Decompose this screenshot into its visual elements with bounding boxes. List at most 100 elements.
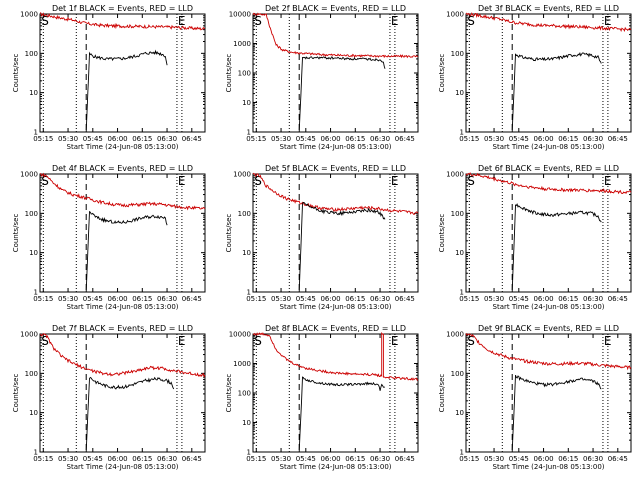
start-marker-label: S [254, 14, 262, 28]
x-tick-label: 05:45 [296, 135, 316, 143]
end-marker-label: E [604, 14, 612, 28]
y-tick-label: 1000 [233, 360, 251, 368]
y-tick-label: 1 [247, 449, 251, 457]
x-tick-label: 05:45 [83, 295, 103, 303]
x-tick-label: 06:00 [320, 455, 340, 463]
y-tick-label: 100 [451, 370, 464, 378]
x-tick-label: 06:15 [132, 135, 152, 143]
x-tick-label: 06:30 [583, 135, 603, 143]
start-marker-label: S [467, 14, 475, 28]
y-axis-label: Counts/sec [225, 214, 233, 253]
y-tick-label: 1000 [20, 331, 38, 339]
y-tick-label: 1000 [233, 40, 251, 48]
events-series-line [298, 56, 386, 133]
events-series-line [85, 210, 168, 293]
x-tick-label: 05:15 [459, 455, 479, 463]
panel-9: Det 9f BLACK = Events, RED = LLD 1 10 100 10… [438, 324, 632, 471]
plot-frame [465, 173, 632, 293]
events-series-line [298, 202, 386, 293]
events-series-line [298, 376, 386, 453]
x-tick-label: 06:15 [558, 455, 578, 463]
x-tick-label: 06:00 [533, 295, 553, 303]
x-tick-label: 05:45 [296, 455, 316, 463]
y-tick-label: 1 [460, 449, 464, 457]
y-tick-label: 1000 [20, 11, 38, 19]
y-tick-label: 1 [34, 129, 38, 137]
x-axis-label: Start Time (24-Jun-08 05:13:00) [67, 463, 179, 471]
x-tick-label: 06:00 [107, 455, 127, 463]
start-marker-label: S [254, 334, 262, 348]
x-tick-label: 06:30 [370, 455, 390, 463]
y-tick-label: 1000 [20, 171, 38, 179]
panel-6: Det 6f BLACK = Events, RED = LLD 1 10 100 10… [438, 164, 632, 311]
x-tick-label: 05:30 [271, 295, 291, 303]
end-marker-label: E [178, 334, 186, 348]
y-tick-label: 10 [455, 409, 464, 417]
x-tick-label: 06:45 [182, 295, 202, 303]
start-marker-label: S [467, 174, 475, 188]
x-tick-label: 06:00 [533, 135, 553, 143]
panel-title: Det 8f BLACK = Events, RED = LLD [265, 324, 406, 333]
y-tick-label: 10 [242, 249, 251, 257]
x-tick-label: 05:15 [246, 455, 266, 463]
events-series-line [85, 376, 175, 453]
y-tick-label: 10000 [229, 11, 251, 19]
y-tick-label: 100 [451, 50, 464, 58]
y-axis-label: Counts/sec [438, 214, 446, 253]
lld-series-line [252, 172, 419, 215]
plot-frame [39, 333, 206, 453]
x-tick-label: 06:45 [608, 455, 628, 463]
panel-title: Det 5f BLACK = Events, RED = LLD [265, 164, 406, 173]
x-axis-label: Start Time (24-Jun-08 05:13:00) [493, 143, 605, 151]
y-tick-label: 1 [34, 449, 38, 457]
x-axis-label: Start Time (24-Jun-08 05:13:00) [280, 143, 392, 151]
lld-series-line [465, 333, 632, 371]
y-tick-label: 1000 [233, 171, 251, 179]
x-tick-label: 05:15 [246, 295, 266, 303]
lld-series-line [465, 12, 632, 33]
y-tick-label: 10 [242, 419, 251, 427]
panel-title: Det 2f BLACK = Events, RED = LLD [265, 4, 406, 13]
x-tick-label: 06:45 [608, 295, 628, 303]
panel-2: Det 2f BLACK = Events, RED = LLD 1 10 100 10… [225, 4, 419, 151]
x-tick-label: 05:15 [246, 135, 266, 143]
x-tick-label: 06:00 [107, 135, 127, 143]
x-tick-label: 06:15 [132, 295, 152, 303]
x-tick-label: 05:45 [509, 295, 529, 303]
panel-title: Det 7f BLACK = Events, RED = LLD [52, 324, 193, 333]
x-axis-label: Start Time (24-Jun-08 05:13:00) [493, 463, 605, 471]
x-tick-label: 06:30 [157, 295, 177, 303]
y-axis-label: Counts/sec [12, 54, 20, 93]
y-tick-label: 100 [238, 210, 251, 218]
x-tick-label: 06:15 [345, 455, 365, 463]
events-series-line [511, 52, 602, 133]
x-tick-label: 05:45 [509, 135, 529, 143]
plot-frame [252, 13, 419, 133]
x-tick-label: 06:30 [583, 455, 603, 463]
events-series-line [511, 374, 602, 453]
x-tick-label: 06:30 [370, 295, 390, 303]
panel-5: Det 5f BLACK = Events, RED = LLD 1 10 100 10… [225, 164, 419, 311]
x-axis-label: Start Time (24-Jun-08 05:13:00) [280, 303, 392, 311]
lld-series-line [252, 331, 419, 382]
panel-title: Det 1f BLACK = Events, RED = LLD [52, 4, 193, 13]
start-marker-label: S [41, 14, 49, 28]
start-marker-label: S [41, 334, 49, 348]
plot-frame [39, 13, 206, 133]
y-tick-label: 100 [25, 50, 38, 58]
x-tick-label: 06:45 [395, 295, 415, 303]
end-marker-label: E [391, 334, 399, 348]
panel-1: Det 1f BLACK = Events, RED = LLD 1 10 100 10… [12, 4, 206, 151]
x-tick-label: 06:45 [182, 455, 202, 463]
y-tick-label: 100 [25, 370, 38, 378]
y-tick-label: 10 [29, 249, 38, 257]
x-tick-label: 06:30 [370, 135, 390, 143]
y-tick-label: 1 [247, 289, 251, 297]
y-axis-label: Counts/sec [225, 374, 233, 413]
y-tick-label: 100 [451, 210, 464, 218]
events-series-line [511, 203, 602, 293]
y-tick-label: 10 [29, 89, 38, 97]
x-tick-label: 06:45 [395, 135, 415, 143]
y-axis-label: Counts/sec [225, 54, 233, 93]
